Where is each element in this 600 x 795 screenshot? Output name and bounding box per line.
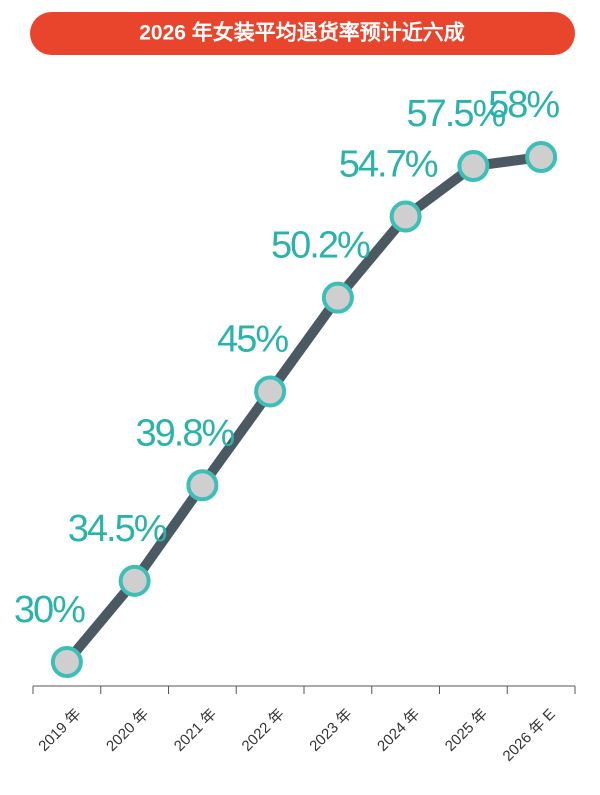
marker: [321, 281, 354, 314]
value-label: 30%: [14, 589, 85, 631]
value-label: 50.2%: [271, 225, 370, 267]
marker: [118, 564, 151, 597]
marker: [186, 469, 219, 502]
value-label: 34.5%: [68, 508, 167, 550]
x-tick-label: 2019 年: [35, 706, 84, 755]
title-banner: [30, 12, 575, 55]
marker: [389, 200, 422, 233]
value-label: 45%: [217, 318, 288, 360]
value-label: 54.7%: [339, 144, 438, 186]
x-tick-label: 2026 年 E: [500, 706, 559, 765]
x-tick-label: 2020 年: [103, 706, 152, 755]
value-label: 58%: [488, 84, 559, 126]
x-tick-label: 2023 年: [306, 706, 355, 755]
x-tick-label: 2024 年: [374, 706, 423, 755]
x-tick-label: 2025 年: [442, 706, 491, 755]
value-label: 39.8%: [136, 412, 235, 454]
marker: [525, 141, 558, 173]
value-label: 57.5%: [407, 93, 506, 135]
x-tick-label: 2022 年: [239, 706, 288, 755]
marker: [457, 150, 490, 183]
marker: [254, 375, 287, 408]
chart-title: 2026 年女装平均退货率预计近六成: [139, 21, 465, 45]
marker: [50, 646, 83, 678]
x-tick-label: 2021 年: [171, 706, 220, 755]
